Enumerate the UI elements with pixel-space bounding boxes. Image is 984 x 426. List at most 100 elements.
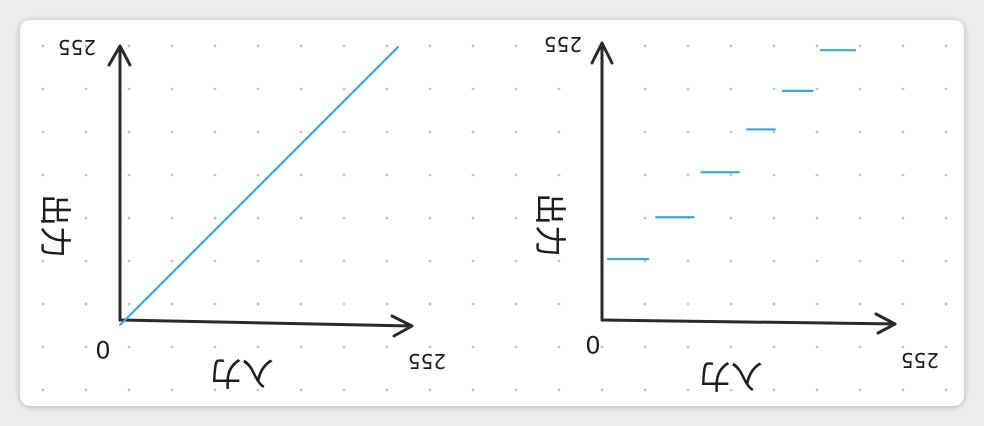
grid-dot xyxy=(643,216,647,220)
grid-dot xyxy=(428,173,432,177)
grid-dot xyxy=(342,259,346,263)
grid-dot xyxy=(815,130,819,134)
grid-dot xyxy=(385,302,389,306)
grid-dot xyxy=(729,130,733,134)
grid-dot xyxy=(643,388,647,392)
grid-dot xyxy=(84,388,88,392)
grid-dot xyxy=(41,130,45,134)
grid-dot xyxy=(557,302,561,306)
grid-dot xyxy=(729,345,733,349)
grid-dot xyxy=(170,130,174,134)
grid-dot xyxy=(901,173,905,177)
grid-dot xyxy=(686,302,690,306)
grid-dot xyxy=(772,259,776,263)
grid-dot xyxy=(729,216,733,220)
left-y-axis-label: 出力 xyxy=(36,194,74,258)
grid-dot xyxy=(772,345,776,349)
grid-dot xyxy=(256,345,260,349)
grid-dot xyxy=(127,345,131,349)
grid-dot xyxy=(944,216,948,220)
grid-dot xyxy=(471,173,475,177)
grid-dot xyxy=(213,173,217,177)
grid-dot xyxy=(858,259,862,263)
grid-dot xyxy=(686,345,690,349)
grid-dot xyxy=(514,216,518,220)
grid-dot xyxy=(944,259,948,263)
grid-dot xyxy=(514,302,518,306)
grid-dot xyxy=(557,216,561,220)
grid-dot xyxy=(84,259,88,263)
left-series-line-0 xyxy=(118,45,400,327)
grid-dot xyxy=(84,216,88,220)
grid-dot xyxy=(127,302,131,306)
grid-dot xyxy=(901,44,905,48)
grid-dot xyxy=(557,259,561,263)
grid-dot xyxy=(84,44,88,48)
grid-dot xyxy=(944,345,948,349)
grid-dot xyxy=(815,302,819,306)
grid-dot xyxy=(729,302,733,306)
grid-dot xyxy=(256,173,260,177)
grid-dot xyxy=(471,388,475,392)
grid-dot xyxy=(858,216,862,220)
grid-dot xyxy=(299,44,303,48)
grid-dot xyxy=(256,44,260,48)
grid-dot xyxy=(514,388,518,392)
left-series xyxy=(118,45,400,327)
grid-dot xyxy=(514,345,518,349)
grid-dot xyxy=(170,44,174,48)
grid-dot xyxy=(686,388,690,392)
grid-dot xyxy=(901,345,905,349)
grid-dot xyxy=(342,388,346,392)
grid-dot xyxy=(213,87,217,91)
grid-dot xyxy=(686,87,690,91)
chart-linear: 255 0 255 入力 出力 xyxy=(36,35,446,392)
grid-dot xyxy=(428,87,432,91)
grid-dot xyxy=(514,130,518,134)
grid-dot xyxy=(514,44,518,48)
grid-dot xyxy=(858,302,862,306)
chart-posterize: 255 0 255 入力 出力 xyxy=(531,32,939,395)
grid-dot xyxy=(127,130,131,134)
grid-dot xyxy=(428,388,432,392)
grid-dot xyxy=(772,173,776,177)
left-x-axis-label: 入力 xyxy=(210,354,274,392)
grid-dot xyxy=(213,345,217,349)
grid-dot xyxy=(385,259,389,263)
grid-dot xyxy=(41,345,45,349)
diagram-canvas: 255 0 255 入力 出力 255 0 255 入力 出力 xyxy=(36,32,948,395)
grid-dot xyxy=(643,130,647,134)
grid-dot xyxy=(643,259,647,263)
grid-dot xyxy=(342,130,346,134)
left-y-tick-255: 255 xyxy=(58,35,96,59)
grid-dot xyxy=(170,345,174,349)
grid-dot xyxy=(514,87,518,91)
grid-dot xyxy=(170,302,174,306)
grid-dot xyxy=(385,388,389,392)
grid-dot xyxy=(84,173,88,177)
grid-dot xyxy=(815,388,819,392)
grid-dot xyxy=(772,302,776,306)
grid-dot xyxy=(729,87,733,91)
grid-dot xyxy=(815,44,819,48)
left-y-axis xyxy=(107,44,132,322)
grid-dot xyxy=(686,173,690,177)
grid-dot xyxy=(127,87,131,91)
grid-dot xyxy=(385,44,389,48)
grid-dot xyxy=(170,173,174,177)
grid-dot xyxy=(256,216,260,220)
grid-dot xyxy=(772,388,776,392)
grid-dot xyxy=(41,388,45,392)
grid-dot xyxy=(471,216,475,220)
grid-dot xyxy=(901,388,905,392)
grid-dot xyxy=(815,216,819,220)
right-x-tick-0: 0 xyxy=(585,330,600,358)
grid-dot xyxy=(901,216,905,220)
grid-dot xyxy=(686,130,690,134)
grid-dot xyxy=(815,173,819,177)
grid-dot xyxy=(729,173,733,177)
grid-dot xyxy=(299,302,303,306)
grid-dot xyxy=(944,388,948,392)
diagram-card: 255 0 255 入力 出力 255 0 255 入力 出力 xyxy=(20,20,964,406)
grid-dot xyxy=(256,388,260,392)
